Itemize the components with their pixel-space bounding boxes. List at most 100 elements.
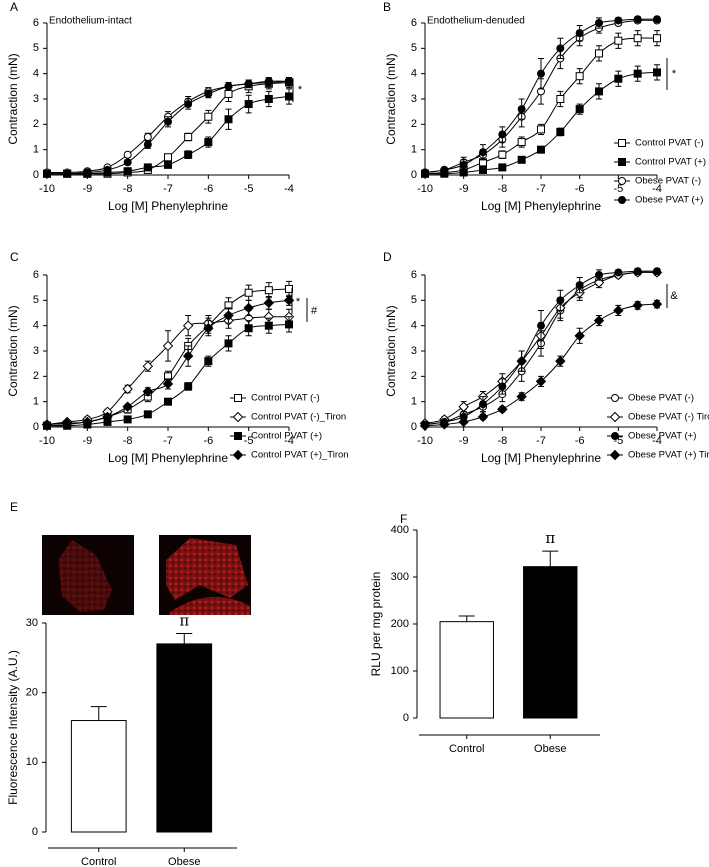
marker [182, 320, 194, 331]
marker [609, 411, 621, 423]
x-tick-label: -9 [459, 183, 469, 195]
y-tick-label: 1 [411, 396, 417, 408]
annotation: # [311, 305, 318, 317]
marker [653, 34, 661, 43]
marker [223, 310, 234, 321]
marker [41, 419, 53, 430]
marker [516, 391, 527, 402]
y-tick-label: 10 [26, 756, 38, 768]
marker [556, 44, 565, 53]
x-tick-label: -5 [244, 183, 254, 195]
marker [517, 138, 526, 147]
marker [556, 296, 565, 305]
marker [264, 286, 273, 295]
marker [498, 130, 507, 139]
marker [224, 115, 233, 124]
marker [102, 411, 113, 423]
x-axis-label: Log [M] Phenylephrine [108, 451, 228, 465]
y-tick-label: 0 [32, 826, 38, 838]
bar [439, 621, 494, 719]
y-tick-label: 400 [391, 524, 409, 536]
x-tick-label: -6 [575, 183, 585, 195]
marker [61, 417, 73, 429]
marker [537, 145, 545, 154]
marker [43, 169, 51, 178]
marker [477, 411, 489, 423]
x-tick-label: -7 [536, 435, 546, 447]
y-tick-label: 20 [26, 687, 38, 699]
y-tick-label: 0 [411, 421, 417, 433]
y-tick-label: 2 [411, 370, 417, 382]
marker [611, 432, 619, 440]
y-axis-label: Contraction (mN) [384, 305, 398, 396]
marker [653, 68, 661, 77]
panel-label: F [400, 512, 407, 526]
x-tick-label: -8 [497, 183, 507, 195]
marker [243, 302, 254, 314]
marker [618, 158, 626, 166]
marker [419, 420, 431, 431]
x-tick-label: -8 [123, 183, 133, 195]
marker [458, 416, 469, 428]
y-tick-label: 5 [33, 294, 39, 306]
y-tick-label: 6 [411, 17, 417, 29]
marker [162, 340, 174, 352]
marker [575, 281, 584, 290]
panel-label: C [10, 250, 19, 264]
y-tick-label: 100 [391, 665, 409, 677]
y-tick-label: 30 [26, 617, 38, 629]
marker [143, 133, 152, 141]
x-tick-label: -9 [82, 183, 92, 195]
y-tick-label: 4 [411, 68, 417, 80]
legend-label: Control PVAT (+) [635, 157, 706, 168]
marker [83, 168, 92, 177]
legend-label: Obese PVAT (+) [635, 195, 703, 206]
marker [244, 100, 253, 109]
x-tick-label: -7 [163, 183, 173, 195]
marker [204, 89, 213, 98]
marker [143, 163, 152, 172]
legend-label: Control PVAT (+)_Tiron [251, 450, 349, 461]
marker [440, 165, 449, 174]
marker [184, 382, 193, 391]
annotation: π [179, 611, 189, 629]
y-tick-label: 4 [33, 320, 39, 332]
marker [164, 160, 172, 169]
marker [618, 139, 626, 147]
x-axis-label: Log [M] Phenylephrine [108, 199, 228, 213]
marker [164, 117, 172, 126]
x-tick-label: -5 [244, 435, 254, 447]
marker [458, 401, 469, 412]
marker [143, 140, 152, 149]
marker [232, 411, 244, 423]
y-tick-label: 5 [33, 42, 39, 54]
y-tick-label: 5 [411, 42, 417, 54]
y-tick-label: 6 [33, 269, 39, 281]
marker [263, 297, 275, 309]
annotation: * [672, 68, 677, 80]
marker [203, 322, 214, 334]
x-tick-label: -4 [652, 183, 662, 195]
marker [517, 105, 526, 114]
marker [575, 29, 584, 38]
marker [595, 87, 603, 96]
y-tick-label: 3 [33, 345, 39, 357]
legend-label: Control PVAT (+) [251, 431, 322, 442]
marker [614, 16, 623, 25]
marker [459, 160, 468, 169]
legend-label: Obese PVAT (-) [635, 176, 701, 187]
marker [142, 386, 154, 397]
x-axis-label: Log [M] Phenylephrine [481, 451, 601, 465]
marker [556, 127, 565, 136]
marker [535, 376, 547, 387]
y-tick-label: 2 [411, 118, 417, 130]
marker [632, 300, 643, 311]
marker [498, 163, 507, 172]
marker [537, 321, 545, 330]
marker [574, 330, 585, 342]
y-axis-label: RLU per mg protein [369, 572, 383, 677]
marker [633, 267, 642, 276]
marker [143, 410, 152, 419]
marker [204, 138, 213, 147]
y-tick-label: 0 [403, 712, 409, 724]
